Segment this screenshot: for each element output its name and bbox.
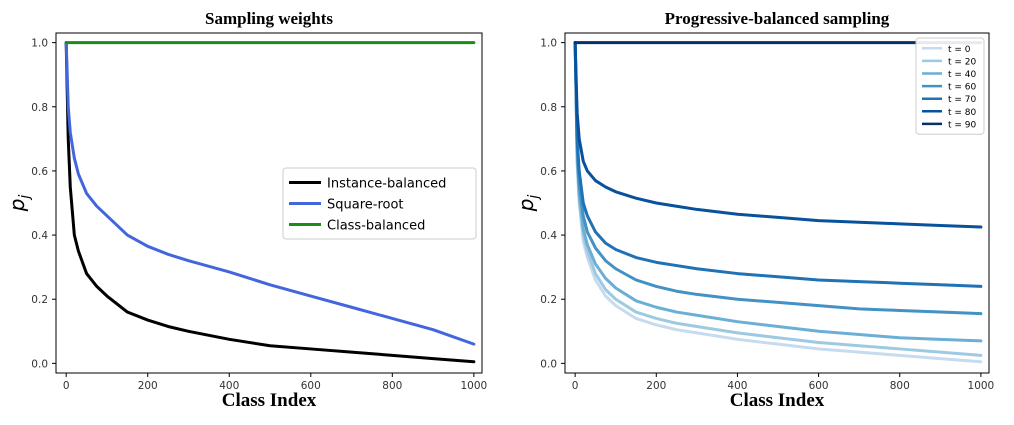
series-line bbox=[573, 41, 983, 316]
y-tick-label: 0.2 bbox=[540, 294, 557, 306]
x-tick-label: 0 bbox=[63, 380, 70, 392]
legend-label: Square-root bbox=[327, 198, 404, 213]
legend-box bbox=[282, 167, 477, 240]
y-axis-label-main: p bbox=[514, 199, 538, 213]
x-tick-label: 200 bbox=[646, 380, 666, 392]
x-tick-label: 200 bbox=[138, 380, 158, 392]
x-tick-label: 800 bbox=[890, 380, 910, 392]
plot-frame bbox=[564, 32, 990, 374]
legend-label: t = 20 bbox=[948, 57, 977, 67]
legend-label: t = 40 bbox=[948, 70, 977, 80]
y-tick-label: 0.6 bbox=[31, 166, 48, 178]
y-tick-label: 0.0 bbox=[31, 358, 48, 370]
y-axis-label: pj bbox=[514, 195, 542, 213]
y-axis-label: pj bbox=[5, 195, 33, 213]
x-tick-label: 400 bbox=[727, 380, 747, 392]
y-tick-label: 0.8 bbox=[540, 102, 557, 114]
legend-label: Instance-balanced bbox=[327, 177, 446, 192]
series-line bbox=[573, 41, 983, 357]
x-tick-label: 800 bbox=[382, 380, 402, 392]
legend-label: t = 60 bbox=[948, 83, 977, 93]
y-axis-label-sub: j bbox=[17, 195, 33, 201]
series-lines bbox=[573, 41, 983, 364]
series-line bbox=[64, 41, 476, 346]
series-line bbox=[573, 41, 983, 364]
panel-sampling-weights: Sampling weights Class Index pj 0 200 400 6… bbox=[5, 9, 487, 411]
legend-label: Class-balanced bbox=[327, 219, 425, 234]
series-line bbox=[573, 41, 983, 229]
x-tick-label: 1000 bbox=[460, 380, 487, 392]
x-tick-label: 400 bbox=[219, 380, 239, 392]
legend-label: t = 90 bbox=[948, 120, 977, 130]
plot-frame bbox=[55, 32, 483, 374]
axis-ticks: 0 200 400 600 800 1000 0.0 0.2 0.4 0.6 0.8 1.0 bbox=[31, 38, 487, 392]
y-tick-label: 0.6 bbox=[540, 166, 557, 178]
x-tick-label: 600 bbox=[809, 380, 829, 392]
series-line bbox=[573, 41, 983, 288]
series-lines bbox=[64, 41, 476, 364]
panel-progressive-balanced: Progressive-balanced sampling Class Inde… bbox=[514, 9, 994, 411]
chart-title: Progressive-balanced sampling bbox=[665, 9, 890, 28]
series-line bbox=[573, 41, 983, 343]
y-axis-label-main: p bbox=[5, 199, 29, 213]
y-tick-label: 0.2 bbox=[31, 294, 48, 306]
y-tick-label: 0.4 bbox=[31, 230, 48, 242]
legend-label: t = 70 bbox=[948, 95, 977, 105]
axis-ticks: 0 200 400 600 800 1000 0.0 0.2 0.4 0.6 0.8 1.0 bbox=[540, 38, 994, 392]
x-axis-label: Class Index bbox=[730, 390, 825, 411]
x-tick-label: 600 bbox=[301, 380, 321, 392]
legend-label: t = 80 bbox=[948, 108, 977, 118]
y-tick-label: 0.0 bbox=[540, 358, 557, 370]
x-tick-label: 0 bbox=[572, 380, 579, 392]
y-tick-label: 1.0 bbox=[31, 38, 48, 50]
chart-title: Sampling weights bbox=[205, 9, 333, 28]
series-line bbox=[64, 41, 476, 364]
legend: t = 0 t = 20 t = 40 t = 60 t = 70 t = 80 t = 9… bbox=[915, 37, 985, 135]
y-tick-label: 0.8 bbox=[31, 102, 48, 114]
legend-label: t = 0 bbox=[948, 45, 971, 55]
y-axis-label-sub: j bbox=[526, 195, 542, 201]
x-tick-label: 1000 bbox=[968, 380, 995, 392]
x-axis-label: Class Index bbox=[222, 390, 317, 411]
y-tick-label: 0.4 bbox=[540, 230, 557, 242]
legend: Instance-balanced Square-root Class-balanc… bbox=[282, 167, 477, 240]
y-tick-label: 1.0 bbox=[540, 38, 557, 50]
